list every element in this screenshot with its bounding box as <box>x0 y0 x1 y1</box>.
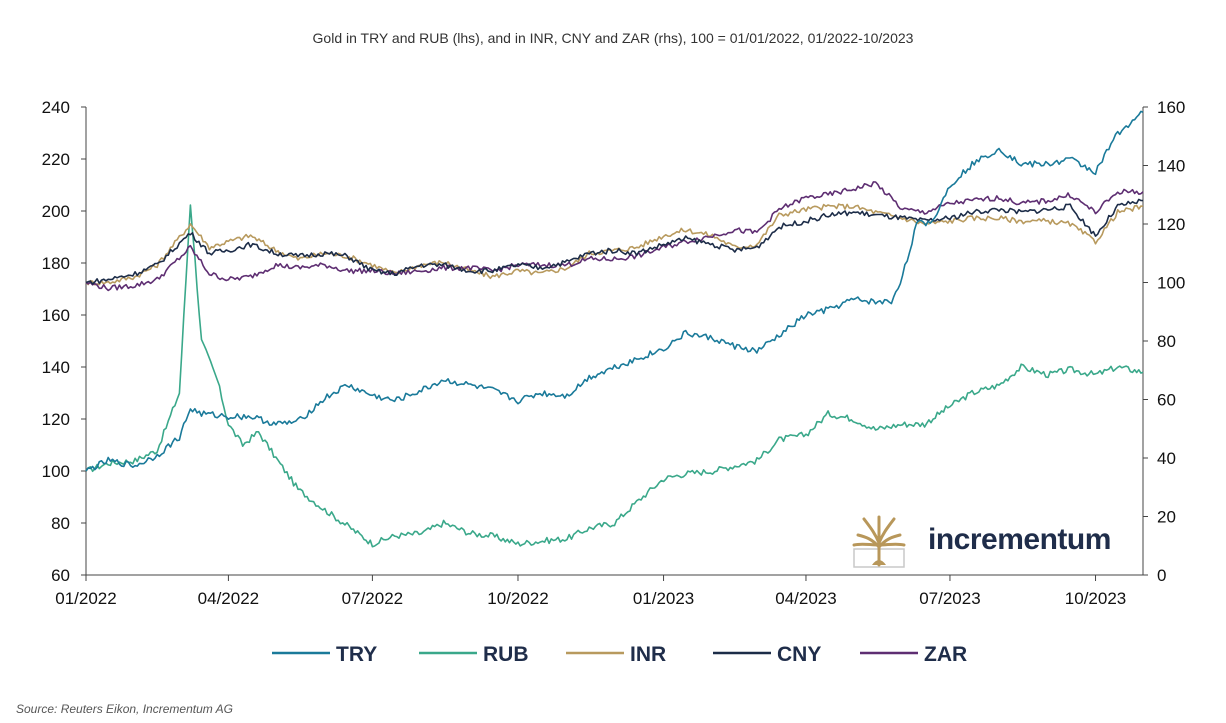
x-tick-label: 10/2023 <box>1065 589 1126 608</box>
x-tick-label: 04/2023 <box>775 589 836 608</box>
right-y-tick-label: 100 <box>1157 274 1185 293</box>
chart-title: Gold in TRY and RUB (lhs), and in INR, C… <box>312 30 914 46</box>
right-y-tick-label: 80 <box>1157 332 1176 351</box>
x-tick-label: 01/2022 <box>55 589 116 608</box>
right-y-tick-label: 160 <box>1157 98 1185 117</box>
legend: TRY RUB INR CNY ZAR <box>272 643 967 666</box>
source-note: Source: Reuters Eikon, Incrementum AG <box>16 702 233 716</box>
series-line-try <box>85 110 1144 472</box>
left-y-tick-label: 80 <box>51 514 70 533</box>
left-y-tick-label: 220 <box>42 150 70 169</box>
tree-logo-icon <box>852 515 906 568</box>
x-tick-label: 04/2022 <box>198 589 259 608</box>
axes: 60 80 100 120 140 160 180 200 220 240 0 20 40 60 80 100… <box>42 98 1186 608</box>
legend-label-cny: CNY <box>777 643 821 666</box>
series-layer <box>85 110 1144 548</box>
legend-label-rub: RUB <box>483 643 529 666</box>
left-y-tick-label: 200 <box>42 202 70 221</box>
left-y-tick-label: 120 <box>42 410 70 429</box>
incrementum-logo: incrementum <box>852 515 1132 569</box>
x-tick-label: 07/2023 <box>919 589 980 608</box>
left-y-tick-label: 180 <box>42 254 70 273</box>
series-line-inr <box>85 203 1144 286</box>
series-line-zar <box>85 181 1144 292</box>
right-y-tick-label: 0 <box>1157 566 1166 585</box>
left-y-tick-label: 140 <box>42 358 70 377</box>
legend-label-inr: INR <box>630 643 666 666</box>
x-tick-label: 07/2022 <box>342 589 403 608</box>
right-y-tick-label: 60 <box>1157 391 1176 410</box>
left-y-tick-label: 240 <box>42 98 70 117</box>
x-tick-label: 01/2023 <box>633 589 694 608</box>
x-tick-label: 10/2022 <box>487 589 548 608</box>
right-y-tick-label: 20 <box>1157 508 1176 527</box>
right-y-tick-label: 40 <box>1157 449 1176 468</box>
left-y-tick-label: 100 <box>42 462 70 481</box>
left-y-tick-label: 160 <box>42 306 70 325</box>
right-y-tick-label: 120 <box>1157 215 1185 234</box>
right-y-tick-label: 140 <box>1157 157 1185 176</box>
left-y-tick-label: 60 <box>51 566 70 585</box>
series-line-rub <box>85 204 1144 548</box>
logo-wordmark: incrementum <box>928 523 1111 556</box>
legend-label-try: TRY <box>336 643 377 666</box>
series-line-cny <box>85 198 1144 285</box>
legend-label-zar: ZAR <box>924 643 967 666</box>
